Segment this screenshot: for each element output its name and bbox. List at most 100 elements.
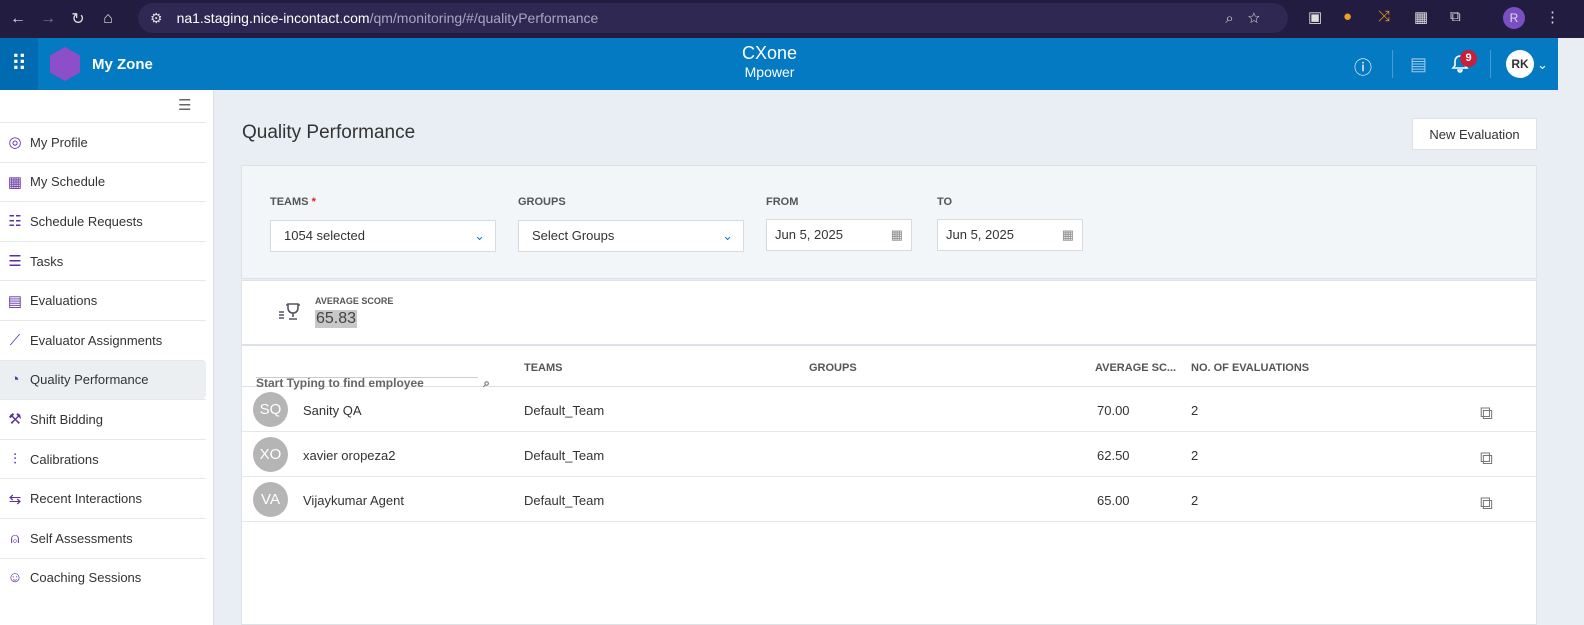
gavel-icon: ⚒ — [8, 411, 22, 429]
sidebar-item-my-profile[interactable]: ◎ My Profile — [0, 122, 206, 162]
to-date-input[interactable]: Jun 5, 2025 ▦ — [937, 219, 1083, 251]
teams-select[interactable]: 1054 selected ⌄ — [270, 220, 496, 252]
column-teams[interactable]: TEAMS — [524, 362, 563, 374]
sidebar-item-label: My Profile — [30, 134, 88, 150]
site-info-icon[interactable]: ⚙ — [150, 9, 163, 26]
sidebar-item-label: Quality Performance — [30, 372, 149, 388]
forward-icon[interactable]: → — [40, 10, 56, 27]
chevron-down-icon: ⌄ — [474, 228, 485, 243]
sidebar-item-label: Schedule Requests — [30, 213, 143, 229]
to-label: TO — [937, 196, 953, 208]
open-external-icon[interactable]: ⧉ — [1480, 448, 1493, 468]
column-groups[interactable]: GROUPS — [809, 362, 857, 374]
open-external-icon[interactable]: ⧉ — [1480, 493, 1493, 513]
average-score-label: AVERAGE SCORE — [315, 296, 394, 306]
sidebar-item-schedule-requests[interactable]: ☷ Schedule Requests — [0, 201, 206, 241]
table-row[interactable]: VA Vijaykumar Agent Default_Team 65.00 2… — [242, 477, 1536, 522]
from-date-input[interactable]: Jun 5, 2025 ▦ — [766, 219, 912, 251]
chevron-down-icon[interactable]: ⌄ — [1537, 57, 1548, 72]
employee-table: Start Typing to find employee ⌕ TEAMS GRO… — [241, 345, 1537, 625]
sidebar-item-shift-bidding[interactable]: ⚒ Shift Bidding — [0, 399, 206, 439]
avatar: XO — [253, 437, 288, 472]
table-header: Start Typing to find employee ⌕ TEAMS GRO… — [242, 346, 1536, 390]
calendar-icon[interactable]: ▦ — [1061, 227, 1074, 242]
extension-icon[interactable]: ▣ — [1308, 9, 1323, 26]
column-no-of-evaluations[interactable]: NO. OF EVALUATIONS — [1191, 362, 1310, 374]
my-zone-icon — [50, 47, 80, 81]
calendar-icon: ▦ — [7, 173, 23, 191]
sidebar-item-label: Shift Bidding — [30, 411, 103, 427]
sidebar-item-tasks[interactable]: ☰ Tasks — [0, 240, 206, 281]
employee-name[interactable]: xavier oropeza2 — [303, 448, 396, 463]
column-average-score[interactable]: AVERAGE SC... — [1095, 362, 1177, 374]
tasks-icon: ☰ — [8, 253, 22, 271]
calendar-icon[interactable]: ▦ — [890, 227, 903, 242]
employee-name[interactable]: Sanity QA — [303, 403, 362, 418]
extensions-icon[interactable]: ⧉ — [1450, 8, 1461, 25]
menu-icon[interactable]: ⋮ — [1545, 9, 1560, 26]
sidebar-item-label: Evaluations — [30, 293, 98, 309]
user-avatar[interactable]: RK — [1506, 50, 1534, 78]
average-score-cell: 70.00 — [1097, 403, 1130, 418]
sidebar-item-self-assessments[interactable]: ⍝ Self Assessments — [0, 517, 206, 558]
groups-select[interactable]: Select Groups ⌄ — [518, 220, 744, 252]
coaching-icon: ☺ — [7, 569, 23, 587]
sidebar-item-quality-performance[interactable]: ◔ Quality Performance — [0, 359, 206, 400]
table-row[interactable]: SQ Sanity QA Default_Team 70.00 2 ⧉ — [242, 387, 1536, 432]
sidebar-item-evaluator-assignments[interactable]: ⟋ Evaluator Assignments — [0, 319, 206, 360]
avatar: SQ — [253, 392, 288, 427]
reload-icon[interactable]: ↻ — [71, 11, 85, 28]
employee-name[interactable]: Vijaykumar Agent — [303, 493, 404, 508]
home-icon[interactable]: ⌂ — [103, 10, 113, 27]
collapse-sidebar-icon[interactable]: ☰ — [178, 97, 192, 114]
new-evaluation-button[interactable]: New Evaluation — [1412, 118, 1537, 150]
url-path: /qm/monitoring/#/qualityPerformance — [369, 10, 599, 26]
search-icon[interactable]: ⌕ — [483, 376, 490, 390]
schedule-request-icon: ☷ — [8, 213, 22, 231]
sidebar-item-label: Tasks — [30, 253, 64, 269]
chevron-down-icon: ⌄ — [722, 228, 733, 243]
app-title: My Zone — [92, 56, 153, 73]
from-label: FROM — [766, 196, 799, 208]
employee-search-input[interactable]: Start Typing to find employee ⌕ — [256, 356, 490, 390]
back-icon[interactable]: ← — [10, 10, 26, 27]
app-grid-icon[interactable]: ⠿ — [0, 38, 38, 90]
qr-icon[interactable]: ▦ — [1414, 9, 1429, 26]
teams-label: TEAMS * — [270, 196, 316, 208]
presentation-icon[interactable]: ▤ — [1410, 54, 1428, 74]
sidebar-item-my-schedule[interactable]: ▦ My Schedule — [0, 161, 206, 202]
open-external-icon[interactable]: ⧉ — [1480, 403, 1493, 423]
sliders-icon: ⫶ — [13, 450, 17, 468]
address-bar[interactable]: ⚙ na1.staging.nice-incontact.com/qm/moni… — [138, 3, 1288, 33]
sidebar-item-label: Coaching Sessions — [30, 570, 142, 586]
user-icon: ⍝ — [10, 529, 20, 547]
gauge-icon: ◔ — [10, 371, 20, 389]
chart-icon: ⟋ — [9, 331, 21, 349]
browser-toolbar: ← → ↻ ⌂ ⚙ na1.staging.nice-incontact.com… — [0, 0, 1584, 38]
url-host: na1.staging.nice-incontact.com — [176, 10, 370, 26]
sidebar-item-recent-interactions[interactable]: ⇆ Recent Interactions — [0, 478, 206, 518]
sidebar-item-calibrations[interactable]: ⫶ Calibrations — [0, 438, 206, 479]
evaluations-icon: ▤ — [7, 292, 23, 310]
sidebar-item-evaluations[interactable]: ▤ Evaluations — [0, 280, 206, 320]
team-cell: Default_Team — [524, 448, 605, 463]
filters-panel: TEAMS * 1054 selected ⌄ GROUPS Select Gro… — [241, 165, 1537, 279]
extension-icon[interactable]: ● — [1343, 8, 1353, 25]
sidebar-item-coaching-sessions[interactable]: ☺ Coaching Sessions — [0, 557, 206, 598]
table-row[interactable]: XO xavier oropeza2 Default_Team 62.50 2 … — [242, 432, 1536, 477]
sidebar-item-label: Self Assessments — [30, 530, 133, 546]
shuffle-icon[interactable]: ⤨ — [1378, 8, 1391, 25]
average-score-value: 65.83 — [315, 310, 358, 328]
profile-avatar[interactable]: R — [1503, 7, 1525, 29]
help-icon[interactable]: ⓘ — [1354, 58, 1372, 78]
sidebar: ☰ ◎ My Profile ▦ My Schedule ☷ Schedule Reque… — [0, 90, 214, 625]
profile-icon: ◎ — [8, 134, 22, 152]
average-score-cell: 65.00 — [1097, 493, 1130, 508]
evaluations-count-cell: 2 — [1191, 448, 1199, 463]
zoom-star-icons[interactable]: ⌕☆ — [1225, 9, 1274, 27]
page-title: Quality Performance — [242, 122, 416, 143]
evaluations-count-cell: 2 — [1191, 403, 1199, 418]
avatar: VA — [253, 482, 288, 517]
team-cell: Default_Team — [524, 493, 605, 508]
trophy-icon — [279, 303, 300, 320]
